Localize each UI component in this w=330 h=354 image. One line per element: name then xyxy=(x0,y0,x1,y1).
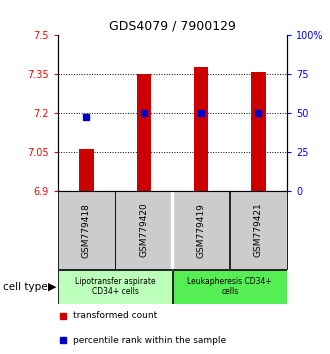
Bar xyxy=(230,191,287,269)
Bar xyxy=(58,191,115,269)
Title: GDS4079 / 7900129: GDS4079 / 7900129 xyxy=(109,20,236,33)
Bar xyxy=(58,270,172,304)
Text: Leukapheresis CD34+
cells: Leukapheresis CD34+ cells xyxy=(187,277,272,296)
Text: ▶: ▶ xyxy=(48,282,56,292)
Bar xyxy=(115,191,172,269)
Text: GSM779420: GSM779420 xyxy=(139,203,148,257)
Bar xyxy=(137,74,151,191)
Bar xyxy=(173,191,229,269)
Text: percentile rank within the sample: percentile rank within the sample xyxy=(73,336,226,345)
Bar xyxy=(79,149,94,191)
Bar xyxy=(173,270,287,304)
Text: GSM779421: GSM779421 xyxy=(254,203,263,257)
Text: transformed count: transformed count xyxy=(73,312,157,320)
Text: Lipotransfer aspirate
CD34+ cells: Lipotransfer aspirate CD34+ cells xyxy=(75,277,155,296)
Bar xyxy=(194,67,208,191)
Text: GSM779419: GSM779419 xyxy=(197,202,206,258)
Text: cell type: cell type xyxy=(3,282,48,292)
Text: GSM779418: GSM779418 xyxy=(82,202,91,258)
Bar xyxy=(251,72,266,191)
